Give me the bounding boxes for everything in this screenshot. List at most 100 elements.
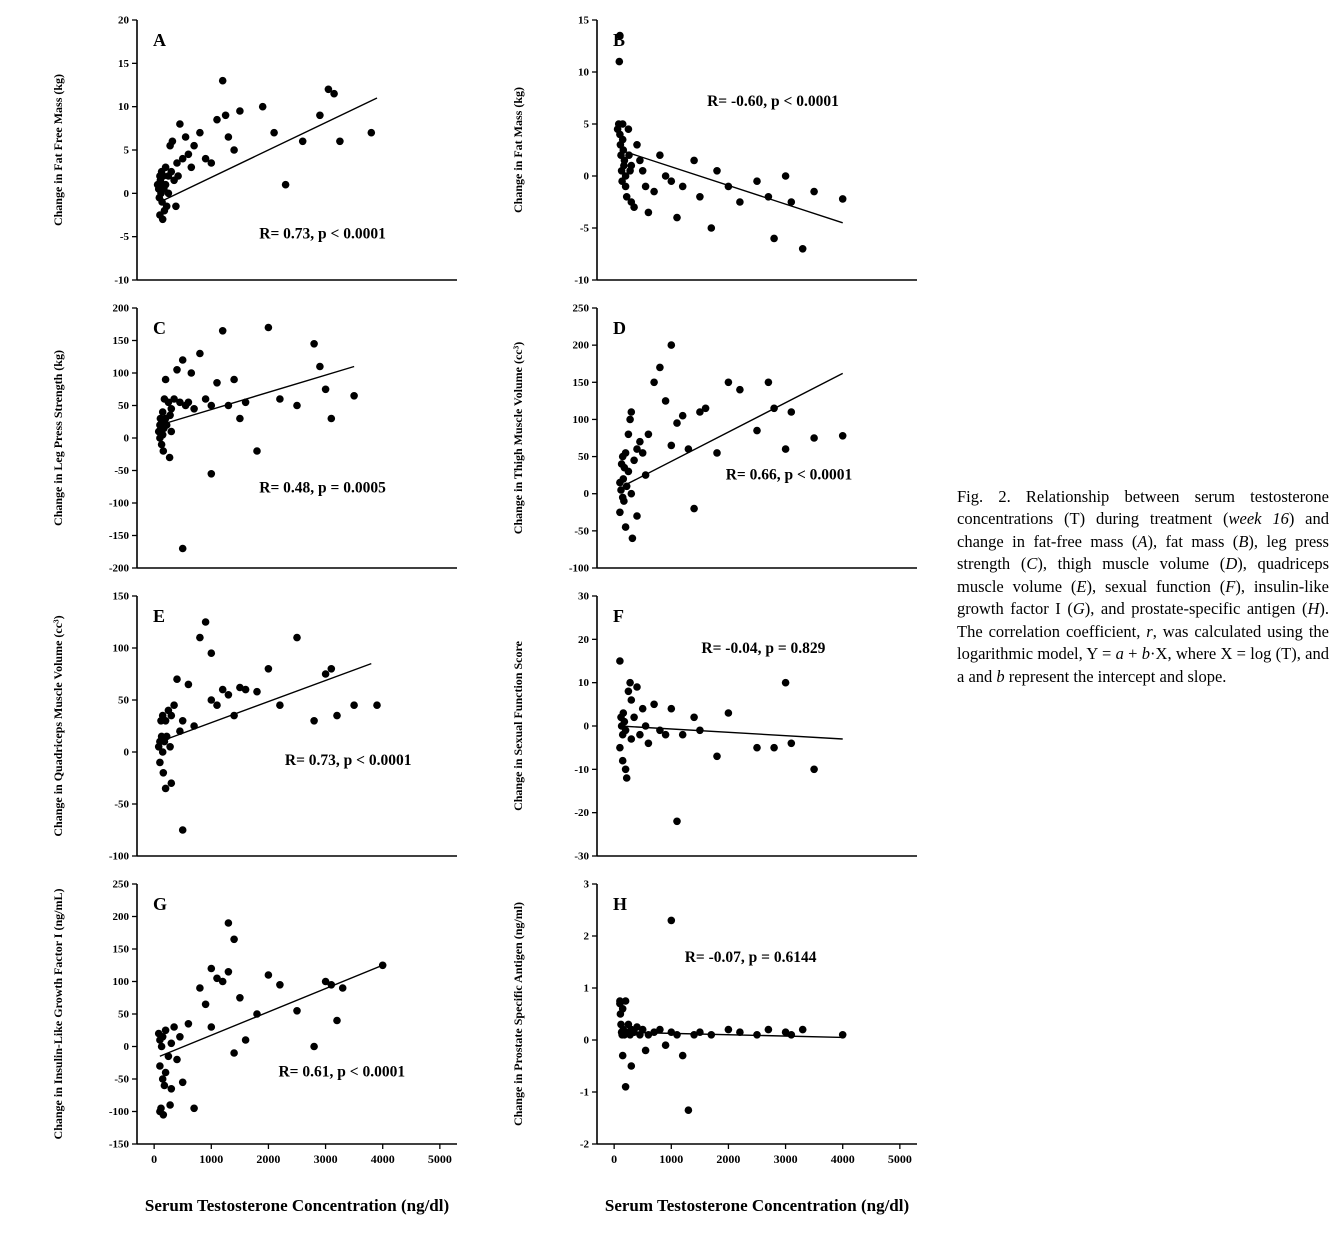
data-point (157, 440, 166, 449)
y-tick-label: 0 (124, 1041, 130, 1053)
caption-text-segment: ), insulin-like growth factor I ( (957, 576, 1329, 619)
data-points (154, 323, 358, 553)
data-point (201, 618, 210, 626)
data-point (167, 1085, 176, 1093)
data-point (310, 717, 318, 725)
y-tick-label: -5 (120, 231, 130, 243)
y-tick-label: -20 (574, 807, 589, 819)
caption-text-segment: ), sexual function ( (1086, 576, 1226, 596)
data-point (736, 198, 744, 206)
panel-letter: B (613, 30, 625, 50)
x-axis-title-right: Serum Testosterone Concentration (ng/dl) (604, 1196, 910, 1215)
y-tick-label: -2 (580, 1139, 590, 1151)
data-point (618, 1051, 627, 1060)
caption-text-segment: ), thigh muscle volume ( (1037, 554, 1226, 574)
data-point (810, 765, 818, 774)
data-point (641, 182, 650, 191)
data-point (770, 404, 778, 413)
data-point (838, 1031, 847, 1039)
data-point (644, 430, 653, 439)
regression-line (159, 365, 355, 426)
data-point (724, 378, 733, 387)
data-point (656, 363, 664, 372)
y-tick-label: 50 (118, 400, 130, 412)
x-tick-label: 2000 (716, 1152, 740, 1166)
data-point (636, 437, 644, 446)
data-point (753, 1031, 761, 1039)
y-tick-label: 1 (584, 983, 590, 995)
caption-text-segment: Fig. 2. Relationship between serum testo… (957, 487, 1329, 529)
data-point (373, 701, 381, 709)
x-tick-label: 2000 (256, 1152, 280, 1166)
data-point (641, 1046, 650, 1055)
data-point (736, 1028, 744, 1036)
data-point (621, 997, 630, 1005)
y-tick-label: 2 (584, 931, 590, 943)
data-point (184, 398, 193, 407)
data-point (190, 405, 198, 413)
data-point (158, 408, 167, 416)
caption-italic-segment: b (996, 666, 1005, 686)
data-point (176, 120, 184, 128)
data-point (170, 701, 178, 709)
axes: -10 -5 0 5 10 15 20 (114, 15, 457, 287)
caption-text-segment: ), and prostate-specific antigen ( (1084, 599, 1308, 619)
data-point (176, 1033, 184, 1041)
data-point (167, 1039, 176, 1048)
data-point (350, 701, 358, 709)
data-point (176, 727, 184, 735)
data-point (678, 730, 687, 739)
data-point (619, 475, 628, 483)
data-point (630, 456, 638, 465)
y-tick-label: 0 (124, 433, 130, 445)
data-point (707, 224, 716, 232)
y-tick-label: 0 (124, 188, 130, 200)
data-point (781, 445, 790, 453)
data-point (201, 1000, 210, 1009)
data-point (684, 1106, 693, 1114)
data-point (724, 182, 733, 191)
data-point (616, 657, 624, 665)
data-point (618, 756, 627, 765)
data-point (667, 916, 676, 925)
data-point (644, 208, 653, 217)
data-point (178, 826, 187, 834)
data-point (713, 752, 721, 761)
data-point (167, 405, 176, 413)
y-tick-label: 50 (118, 695, 130, 707)
data-point (181, 133, 190, 141)
data-point (770, 234, 778, 243)
data-point (621, 182, 630, 191)
data-point (270, 128, 278, 137)
data-points (616, 916, 847, 1114)
regression-line (159, 662, 372, 743)
data-point (230, 1049, 238, 1057)
axes: -150 -100 -50 0 50 100 150 200 250 0 1000 2000 3000 4… (109, 879, 457, 1166)
data-point (696, 726, 704, 735)
data-point (633, 683, 641, 691)
panel-e-container: -100 -50 0 50 100 150 E R= 0.73, p < 0.0001 Chan… (45, 584, 495, 872)
data-point (161, 784, 170, 793)
data-point (630, 713, 638, 722)
data-point (161, 717, 170, 725)
data-point (620, 156, 629, 165)
data-point (678, 411, 687, 420)
correlation-annotation: R= 0.48, p = 0.0005 (259, 480, 386, 497)
regression-line (622, 372, 844, 487)
data-point (221, 111, 230, 120)
data-point (798, 245, 807, 253)
data-point (636, 730, 644, 739)
data-point (667, 704, 676, 713)
caption-text-segment: ). The correlation coefficient, (957, 599, 1329, 641)
data-point (838, 195, 847, 203)
y-tick-label: 150 (113, 335, 130, 347)
data-point (158, 1033, 167, 1041)
data-point (161, 180, 170, 189)
data-point (678, 1051, 687, 1060)
regression-line (159, 97, 378, 203)
data-point (616, 508, 624, 517)
scatter-plot-sexual-function-score: -30 -20 -10 0 10 20 30 F R= -0.04, p = 0.829 Chan… (511, 591, 917, 863)
data-point (190, 722, 198, 730)
data-points (616, 657, 818, 826)
scatter-plot-fat-mass: -10 -5 0 5 10 15 B R= -0.60, p < 0.0001 Change i… (511, 15, 917, 287)
